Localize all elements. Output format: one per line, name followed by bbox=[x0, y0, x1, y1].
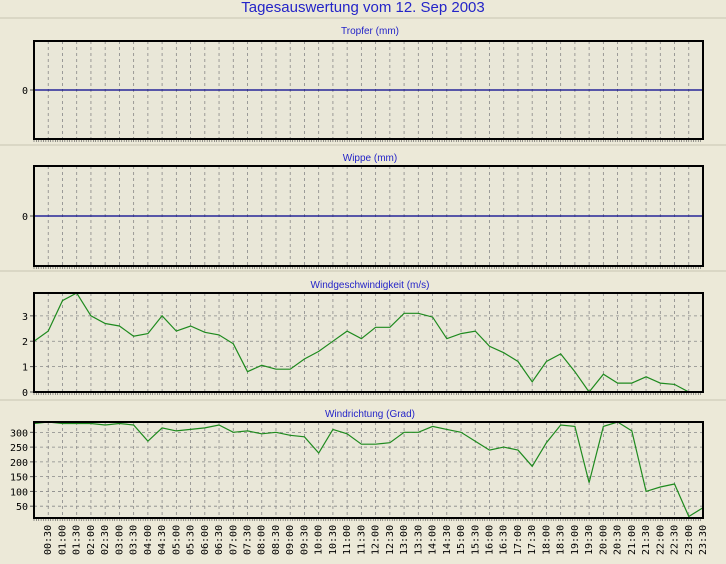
panel-2: Wippe (mm) 0 bbox=[22, 153, 704, 269]
x-tick-label: 09:00 bbox=[285, 525, 296, 555]
x-tick-label: 01:30 bbox=[72, 525, 83, 555]
x-tick-label: 11:30 bbox=[356, 525, 367, 555]
x-tick-label: 08:00 bbox=[257, 525, 268, 555]
y-tick-label: 1 bbox=[22, 363, 28, 374]
x-tick-label: 00:30 bbox=[43, 525, 54, 555]
x-tick-label: 20:30 bbox=[613, 525, 624, 555]
plot-area bbox=[34, 422, 703, 518]
y-tick-label: 50 bbox=[16, 502, 28, 513]
x-tick-label: 09:30 bbox=[299, 525, 310, 555]
x-tick-label: 22:30 bbox=[670, 525, 681, 555]
x-tick-label: 18:30 bbox=[556, 525, 567, 555]
x-tick-label: 10:30 bbox=[328, 525, 339, 555]
x-tick-label: 10:00 bbox=[314, 525, 325, 555]
panel-title: Wippe (mm) bbox=[343, 153, 397, 164]
x-tick-label: 06:30 bbox=[214, 525, 225, 555]
x-tick-label: 17:00 bbox=[513, 525, 524, 555]
panel-4: Windrichtung (Grad) 50 100 150 200 250 300 bbox=[10, 409, 704, 521]
x-tick-label: 23:00 bbox=[684, 525, 695, 555]
x-tick-label: 19:00 bbox=[570, 525, 581, 555]
x-tick-label: 13:00 bbox=[399, 525, 410, 555]
plot-border bbox=[33, 165, 704, 267]
x-tick-label: 18:00 bbox=[541, 525, 552, 555]
series-line bbox=[33, 421, 704, 518]
y-tick-label: 250 bbox=[10, 443, 28, 454]
x-tick-label: 05:00 bbox=[171, 525, 182, 555]
x-tick-label: 07:00 bbox=[228, 525, 239, 555]
y-tick-label: 0 bbox=[22, 86, 28, 97]
x-tick-label: 14:00 bbox=[428, 525, 439, 555]
plot-border bbox=[33, 40, 704, 140]
x-tick-label: 02:30 bbox=[100, 525, 111, 555]
x-tick-label: 03:30 bbox=[129, 525, 140, 555]
x-tick-label: 20:00 bbox=[598, 525, 609, 555]
x-tick-label: 16:00 bbox=[484, 525, 495, 555]
x-tick-label: 15:30 bbox=[470, 525, 481, 555]
panel-title: Tropfer (mm) bbox=[341, 26, 399, 37]
y-tick-label: 200 bbox=[10, 458, 28, 469]
x-tick-label: 21:30 bbox=[641, 525, 652, 555]
y-tick-label: 0 bbox=[22, 212, 28, 223]
x-tick-label: 04:30 bbox=[157, 525, 168, 555]
y-tick-label: 100 bbox=[10, 487, 28, 498]
plot-border bbox=[33, 421, 704, 519]
panel-3: Windgeschwindigkeit (m/s) 0 1 2 3 bbox=[22, 280, 704, 399]
x-tick-label: 12:30 bbox=[385, 525, 396, 555]
x-tick-label: 17:30 bbox=[527, 525, 538, 555]
x-tick-label: 01:00 bbox=[57, 525, 68, 555]
y-tick-label: 0 bbox=[22, 388, 28, 399]
x-tick-label: 23:30 bbox=[698, 525, 709, 555]
y-tick-label: 3 bbox=[22, 312, 28, 323]
x-tick-label: 04:00 bbox=[143, 525, 154, 555]
x-tick-label: 14:30 bbox=[442, 525, 453, 555]
y-tick-label: 2 bbox=[22, 337, 28, 348]
panel-1: Tropfer (mm) 0 bbox=[22, 26, 704, 142]
x-tick-label: 05:30 bbox=[186, 525, 197, 555]
x-tick-label: 11:00 bbox=[342, 525, 353, 555]
x-tick-label: 15:00 bbox=[456, 525, 467, 555]
x-tick-label: 06:00 bbox=[200, 525, 211, 555]
x-tick-label: 13:30 bbox=[413, 525, 424, 555]
x-tick-label: 03:00 bbox=[114, 525, 125, 555]
y-tick-label: 300 bbox=[10, 428, 28, 439]
x-tick-label: 08:30 bbox=[271, 525, 282, 555]
x-tick-label: 12:00 bbox=[371, 525, 382, 555]
x-tick-label: 19:30 bbox=[584, 525, 595, 555]
x-tick-label: 16:30 bbox=[499, 525, 510, 555]
x-tick-label: 07:30 bbox=[243, 525, 254, 555]
series-line bbox=[33, 292, 703, 393]
page-title: Tagesauswertung vom 12. Sep 2003 bbox=[241, 0, 485, 16]
x-tick-label: 21:00 bbox=[627, 525, 638, 555]
panel-title: Windrichtung (Grad) bbox=[325, 409, 415, 420]
panel-title: Windgeschwindigkeit (m/s) bbox=[311, 280, 430, 291]
y-tick-label: 150 bbox=[10, 473, 28, 484]
x-tick-label: 22:00 bbox=[655, 525, 666, 555]
x-tick-label: 02:00 bbox=[86, 525, 97, 555]
plot-area bbox=[34, 293, 703, 392]
plot-border bbox=[33, 292, 704, 393]
